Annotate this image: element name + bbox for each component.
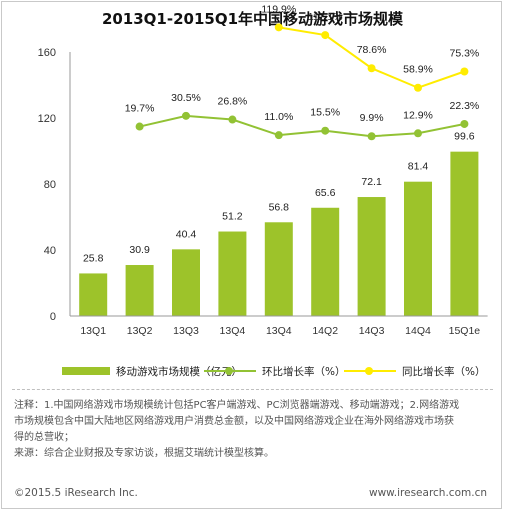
y-tick-label: 40 <box>44 245 56 257</box>
yoy-label: 75.3% <box>450 48 480 60</box>
qoq-point <box>414 129 422 138</box>
legend-label-yoy: 同比增长率（%） <box>402 365 486 378</box>
qoq-point <box>321 126 330 135</box>
x-tick-label: 14Q2 <box>312 325 338 337</box>
qoq-label: 9.9% <box>360 112 384 124</box>
legend-item-qoq: 环比增长率（%） <box>204 361 345 381</box>
bar-value-label: 99.6 <box>454 131 475 143</box>
yoy-line <box>278 26 465 89</box>
bar-labels: 25.8 30.9 40.4 51.2 56.8 65.6 72.1 81.4 99.6 <box>83 131 475 265</box>
notes: 注释：1.中国网络游戏市场规模统计包括PC客户端游戏、PC浏览器端游戏、移动端游… <box>14 398 494 462</box>
qoq-label: 12.9% <box>403 109 433 121</box>
qoq-point <box>135 122 144 131</box>
bar-value-label: 40.4 <box>176 228 197 240</box>
legend-qoq-swatch <box>204 365 256 377</box>
bar-value-label: 81.4 <box>408 161 429 173</box>
bar <box>172 249 200 316</box>
x-tick-label: 13Q4 <box>220 325 246 337</box>
bar-value-label: 72.1 <box>361 176 382 188</box>
legend: 移动游戏市场规模（亿元） 环比增长率（%） 同比增长率（%） <box>0 361 505 381</box>
bars <box>79 151 479 316</box>
bar-value-label: 65.6 <box>315 187 336 199</box>
qoq-line <box>139 114 465 138</box>
qoq-label: 11.0% <box>264 111 293 123</box>
x-tick-label: 13Q2 <box>127 325 153 337</box>
bar <box>264 222 293 316</box>
yoy-point <box>367 64 376 73</box>
x-tick-label: 14Q4 <box>405 325 431 337</box>
yoy-label: 58.9% <box>403 64 433 76</box>
bar-value-label: 56.8 <box>269 201 290 213</box>
yoy-label: 119.9% <box>261 3 296 15</box>
bar-value-label: 25.8 <box>83 252 104 264</box>
note-line-1: 注释：1.中国网络游戏市场规模统计包括PC客户端游戏、PC浏览器端游戏、移动端游… <box>14 400 460 411</box>
qoq-point <box>182 111 190 120</box>
y-tick-label: 160 <box>38 47 56 59</box>
qoq-point <box>274 131 283 140</box>
qoq-point <box>367 132 376 141</box>
bar <box>311 207 340 316</box>
legend-bar-swatch <box>62 367 110 375</box>
bar <box>404 181 432 316</box>
x-axis: 13Q1 13Q2 13Q3 13Q4 13Q4 14Q2 14Q3 14Q4 15Q1e <box>70 315 488 337</box>
website: www.iresearch.com.cn <box>368 487 487 499</box>
note-source: 来源：综合企业财报及专家访谈，根据艾瑞统计模型核算。 <box>14 448 274 459</box>
divider <box>12 389 493 390</box>
yoy-point <box>321 31 330 40</box>
qoq-label: 30.5% <box>171 92 201 104</box>
bar <box>218 231 247 316</box>
x-tick-label: 13Q1 <box>80 325 106 337</box>
chart-title: 2013Q1-2015Q1年中国移动游戏市场规模 <box>101 10 404 28</box>
growth-lines <box>135 23 469 141</box>
y-tick-label: 80 <box>44 179 56 191</box>
qoq-label: 15.5% <box>310 107 340 119</box>
bar <box>357 197 386 316</box>
growth-labels: 19.7% 30.5% 26.8% 11.0% 15.5% 9.9% 12.9% 22.3% 1… <box>125 3 480 124</box>
qoq-point <box>228 115 237 124</box>
x-tick-label: 13Q3 <box>173 325 199 337</box>
x-tick-label: 13Q4 <box>266 325 292 337</box>
yoy-label: 112.1% <box>308 11 343 23</box>
legend-item-yoy: 同比增长率（%） <box>344 361 485 381</box>
qoq-label: 19.7% <box>125 103 155 115</box>
bar <box>450 151 479 316</box>
copyright: ©2015.5 iResearch Inc. <box>14 487 138 499</box>
note-line-2: 市场规模包含中国大陆地区网络游戏用户消费总金额，以及中国网络游戏企业在海外网络游… <box>14 416 454 427</box>
x-tick-label: 14Q3 <box>359 325 385 337</box>
bar-value-label: 51.2 <box>222 211 243 223</box>
qoq-point <box>460 119 469 128</box>
yoy-point <box>274 23 283 32</box>
legend-item-market-size: 移动游戏市场规模（亿元） <box>62 361 242 381</box>
yoy-point <box>414 83 422 92</box>
legend-yoy-swatch <box>344 365 396 377</box>
bar <box>79 273 108 316</box>
legend-label-qoq: 环比增长率（%） <box>262 365 346 378</box>
legend-label-market-size: 移动游戏市场规模（亿元） <box>116 365 242 378</box>
y-tick-label: 120 <box>38 113 56 125</box>
y-axis: 0 40 80 120 160 <box>38 47 71 323</box>
y-tick-label: 0 <box>50 311 56 323</box>
qoq-label: 22.3% <box>450 100 480 112</box>
yoy-point <box>460 67 469 76</box>
qoq-label: 26.8% <box>218 96 248 108</box>
note-line-3: 得的总营收； <box>14 432 74 443</box>
x-tick-label: 15Q1e <box>449 325 481 337</box>
bar <box>125 265 154 316</box>
yoy-label: 78.6% <box>357 44 387 56</box>
bar-value-label: 30.9 <box>129 244 150 256</box>
